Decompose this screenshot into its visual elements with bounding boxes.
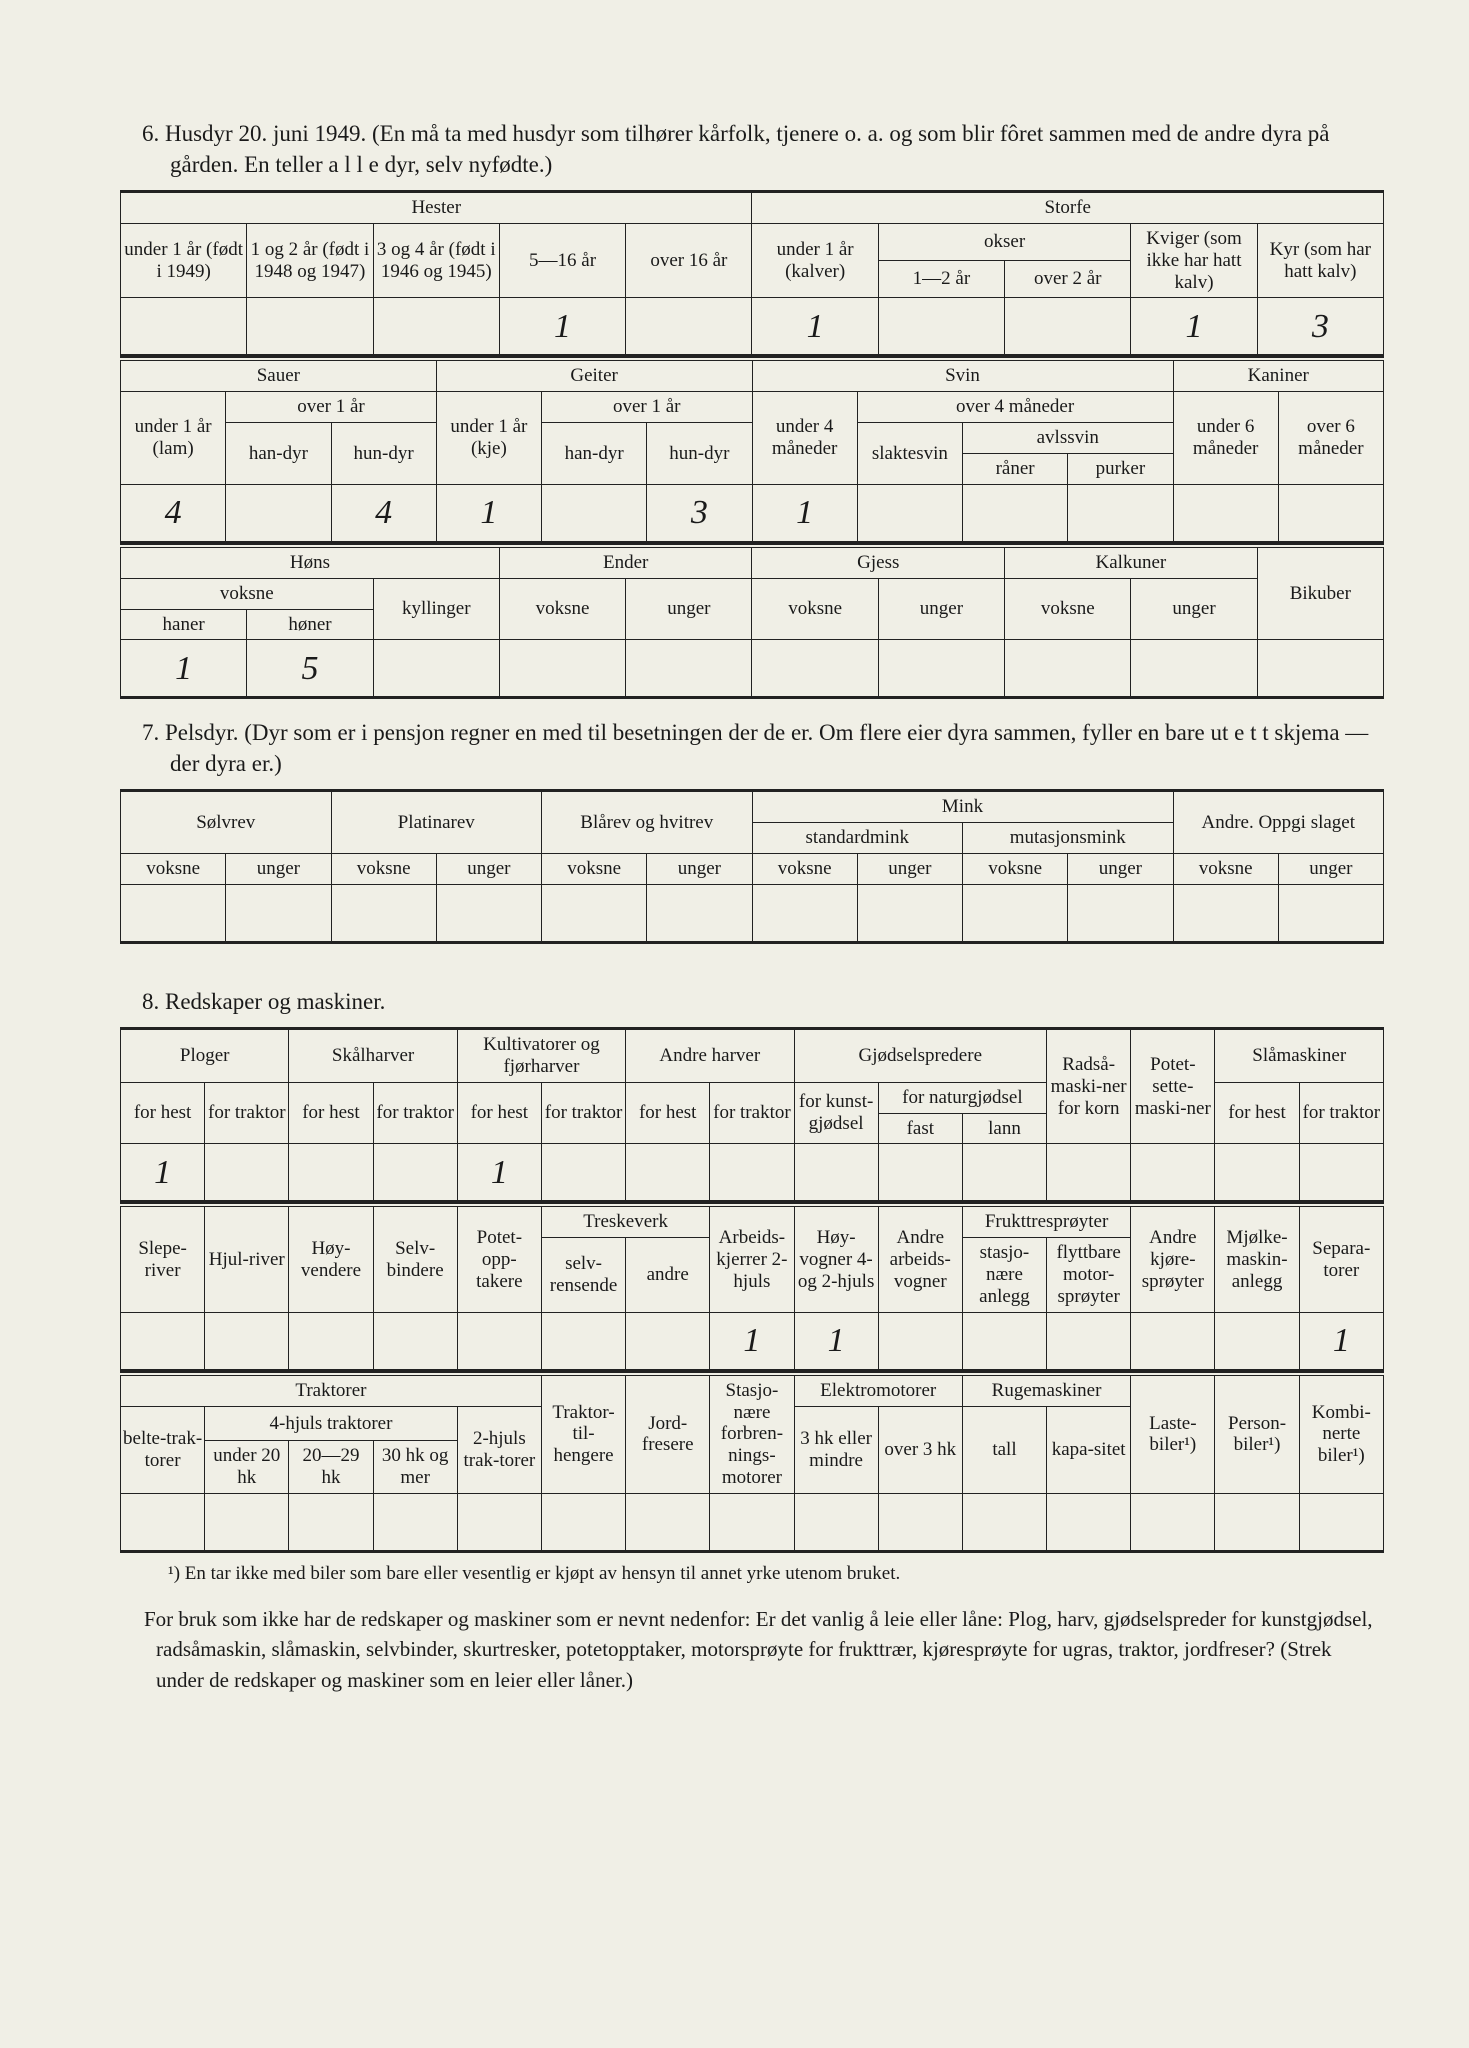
table-pelsdyr: Sølvrev Platinarev Blårev og hvitrev Min… bbox=[120, 789, 1384, 944]
section6-heading: 6. Husdyr 20. juni 1949. (En må ta med h… bbox=[142, 118, 1384, 180]
census-form-page: 6. Husdyr 20. juni 1949. (En må ta med h… bbox=[0, 0, 1469, 2048]
section7-heading: 7. Pelsdyr. (Dyr som er i pensjon regner… bbox=[142, 717, 1384, 779]
group-hester: Hester bbox=[121, 192, 752, 224]
table-sauer-geiter-svin-kaniner: Sauer Geiter Svin Kaniner under 1 år (la… bbox=[120, 357, 1384, 543]
table-redskaper-b: Slepe-river Hjul-river Høy-vendere Selv-… bbox=[120, 1203, 1384, 1371]
table-redskaper-c: Traktorer Traktor-til-hengere Jord-frese… bbox=[120, 1372, 1384, 1553]
section8-notes: For bruk som ikke har de redskaper og ma… bbox=[120, 1604, 1384, 1695]
section8-heading: 8. Redskaper og maskiner. bbox=[142, 986, 1384, 1017]
table-hons-ender-gjess-kalkuner-bikuber: Høns Ender Gjess Kalkuner Bikuber voksne… bbox=[120, 544, 1384, 700]
footnote-biler: ¹) En tar ikke med biler som bare eller … bbox=[120, 1563, 1384, 1585]
table-redskaper-a: Ploger Skålharver Kultivatorer og fjørha… bbox=[120, 1027, 1384, 1203]
group-storfe: Storfe bbox=[752, 192, 1384, 224]
table-hester-storfe: Hester Storfe under 1 år (født i 1949) 1… bbox=[120, 190, 1384, 357]
